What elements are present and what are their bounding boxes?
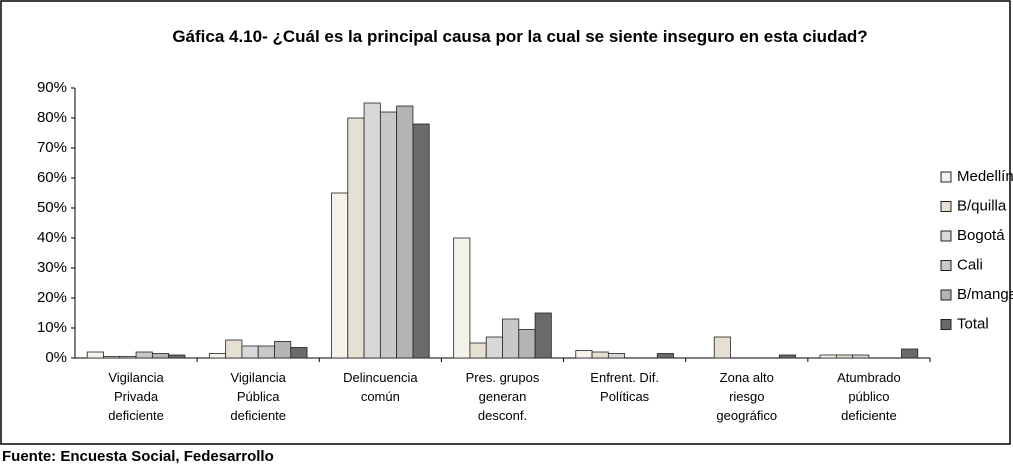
legend-swatch (940, 230, 952, 242)
bar (485, 336, 503, 359)
source: Fuente: Encuesta Social, Fedesarrollo (2, 448, 274, 465)
bar (347, 117, 365, 359)
legend-label: Cali (957, 256, 983, 273)
x-tick-label: Vigilancia Privada deficiente (108, 370, 164, 423)
y-tick-label: 50% (37, 199, 67, 216)
bar (852, 354, 870, 359)
bar (518, 329, 536, 359)
bar (575, 350, 593, 359)
y-tick-label: 80% (37, 109, 67, 126)
bar (86, 351, 104, 359)
bar (379, 111, 398, 359)
bar (901, 348, 919, 359)
legend-label: B/manga (957, 286, 1013, 303)
legend-label: Medellín (957, 168, 1013, 185)
bar (778, 354, 797, 359)
y-tick-label: 30% (37, 259, 67, 276)
bar (469, 342, 487, 359)
frame (0, 0, 1011, 445)
x-tick-label: Enfrent. Dif. Políticas (590, 370, 659, 404)
bar (453, 237, 471, 359)
bar (119, 356, 137, 359)
bar (274, 341, 292, 359)
bar (819, 354, 837, 359)
y-tick-label: 10% (37, 319, 67, 336)
bar (135, 351, 153, 359)
legend-label: B/quilla (957, 197, 1007, 214)
legend-label: Bogotá (957, 227, 1005, 244)
bar (168, 354, 186, 359)
bar (656, 353, 674, 359)
y-tick-label: 40% (37, 229, 67, 246)
y-tick-label: 70% (37, 139, 67, 156)
bar (225, 339, 243, 359)
bar (591, 351, 609, 359)
bar (331, 192, 349, 359)
bar (396, 105, 414, 359)
y-tick-label: 90% (37, 79, 67, 96)
bar (241, 345, 259, 359)
legend-swatch (940, 171, 952, 183)
x-tick-label: Zona alto riesgo geográfico (716, 370, 778, 423)
legend-swatch (940, 319, 952, 330)
legend-label: Total (957, 315, 989, 332)
bar (257, 345, 275, 359)
legend-swatch (940, 260, 952, 271)
x-tick-label: Vigilancia Pública deficiente (230, 370, 287, 423)
chart-title: Gáfica 4.10- ¿Cuál es la principal causa… (172, 27, 868, 46)
bar (290, 347, 308, 359)
bar (835, 354, 854, 359)
y-tick-label: 20% (37, 289, 67, 306)
bar (151, 353, 170, 359)
bar (534, 312, 552, 359)
bar (607, 353, 626, 359)
bar (363, 102, 381, 359)
y-tick-label: 60% (37, 169, 67, 186)
x-tick-label: Pres. grupos generan desconf. (465, 370, 540, 423)
x-tick-label: Atumbrado público deficiente (837, 370, 901, 423)
bar (713, 336, 731, 359)
bar (502, 318, 520, 359)
legend-swatch (940, 201, 952, 212)
bar (103, 356, 121, 359)
legend-swatch (940, 289, 952, 301)
y-tick-label: 0% (45, 349, 67, 366)
bar (412, 123, 430, 359)
bar (208, 353, 227, 359)
x-tick-label: Delincuencia común (343, 370, 418, 404)
